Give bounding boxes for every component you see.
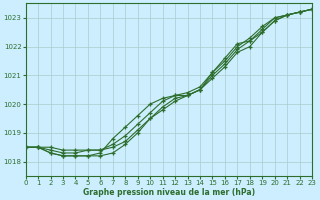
X-axis label: Graphe pression niveau de la mer (hPa): Graphe pression niveau de la mer (hPa): [83, 188, 255, 197]
